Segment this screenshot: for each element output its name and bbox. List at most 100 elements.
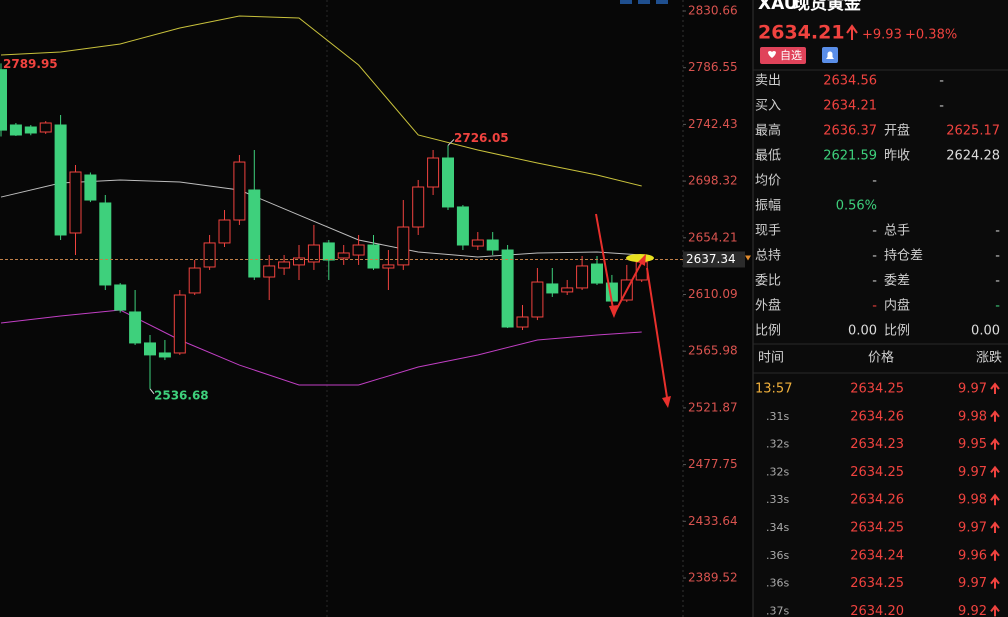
field-label: 昨收 bbox=[884, 149, 910, 164]
field-label: 比例 bbox=[755, 324, 781, 339]
high-label: 2789.95 bbox=[3, 57, 58, 71]
up-arrow bbox=[990, 604, 1000, 617]
tick-price: 2634.25 bbox=[850, 382, 904, 397]
band-line bbox=[0, 179, 642, 258]
up-arrow bbox=[990, 437, 1000, 450]
label-leader bbox=[149, 388, 155, 395]
price: 2634.21 bbox=[758, 22, 845, 44]
candle-body bbox=[322, 242, 335, 261]
y-tick-label: 2477.75 bbox=[688, 457, 738, 471]
field-label: 总手 bbox=[884, 224, 910, 239]
field-label: 买入 bbox=[755, 99, 781, 114]
candle-body bbox=[412, 186, 425, 228]
up-arrow bbox=[990, 382, 1000, 394]
field-value: - bbox=[872, 299, 877, 314]
last-price-label: 2637.34 bbox=[686, 252, 736, 266]
up-arrow bbox=[990, 465, 1000, 478]
candle-body bbox=[486, 239, 499, 251]
field-label: 委比 bbox=[755, 274, 781, 289]
tool-icon[interactable] bbox=[656, 0, 668, 4]
y-tick-label: 2654.21 bbox=[688, 230, 738, 244]
symbol: XAU bbox=[758, 0, 798, 14]
tool-icon[interactable] bbox=[620, 0, 632, 4]
band-line bbox=[0, 15, 642, 187]
candle-body bbox=[307, 244, 320, 263]
candle-body bbox=[69, 171, 82, 234]
up-arrow bbox=[990, 576, 1000, 589]
up-arrow bbox=[990, 493, 1000, 506]
field-value: 2634.21 bbox=[823, 99, 877, 114]
y-tick-label: 2389.52 bbox=[688, 571, 738, 585]
tick-price: 2634.24 bbox=[850, 548, 904, 563]
candle-body bbox=[456, 206, 469, 246]
tick-change: 9.96 bbox=[958, 548, 987, 563]
y-tick-label: 2786.55 bbox=[688, 60, 738, 74]
candle-body bbox=[397, 226, 410, 266]
candle-body bbox=[158, 352, 171, 358]
tool-icon[interactable] bbox=[638, 0, 650, 4]
candle-body bbox=[233, 161, 246, 221]
last-price-box bbox=[683, 251, 745, 268]
field-value: - bbox=[872, 174, 877, 189]
candle-body bbox=[39, 122, 52, 133]
field-label: 比例 bbox=[884, 324, 910, 339]
candle-body bbox=[591, 263, 603, 284]
tick-change: 9.97 bbox=[958, 382, 987, 397]
watch-button[interactable] bbox=[760, 47, 806, 64]
field-value: - bbox=[995, 299, 1000, 314]
y-tick-label: 2830.66 bbox=[688, 4, 738, 18]
candle-body bbox=[442, 157, 454, 208]
last-price-marker bbox=[745, 255, 751, 261]
tick-price: 2634.26 bbox=[850, 409, 904, 424]
candle-body bbox=[129, 311, 142, 344]
field-label: 卖出 bbox=[755, 74, 781, 89]
candle-body bbox=[471, 239, 484, 247]
candle-body bbox=[531, 281, 544, 318]
tick-price: 2634.26 bbox=[850, 493, 904, 508]
highlight bbox=[626, 254, 654, 262]
field-value: 0.00 bbox=[848, 324, 877, 339]
tick-time: .32s bbox=[766, 465, 789, 478]
y-tick-label: 2521.87 bbox=[688, 400, 738, 414]
candle-body bbox=[84, 174, 97, 201]
candle-body bbox=[516, 316, 529, 328]
high-label: 2726.05 bbox=[454, 131, 509, 145]
candle-body bbox=[54, 124, 67, 236]
up-arrow bbox=[990, 521, 1000, 533]
candle-body bbox=[24, 126, 37, 134]
candle-body bbox=[144, 342, 156, 356]
candle-body bbox=[352, 244, 365, 256]
candle-body bbox=[501, 249, 514, 328]
field-label: 外盘 bbox=[755, 298, 781, 314]
candle-body bbox=[293, 257, 305, 266]
candle-body bbox=[114, 284, 127, 311]
field-label: 总持 bbox=[755, 249, 781, 264]
column-header: 时间 bbox=[758, 351, 784, 366]
field-value: 2621.59 bbox=[823, 149, 877, 164]
field-label: 最高 bbox=[755, 123, 781, 139]
candle-body bbox=[248, 189, 261, 278]
tick-time: .34s bbox=[766, 521, 789, 534]
tick-time: .33s bbox=[766, 493, 789, 506]
field-label: 最低 bbox=[755, 149, 781, 164]
field-value: - bbox=[939, 99, 944, 114]
column-header: 价格 bbox=[868, 350, 894, 366]
tick-price: 2634.25 bbox=[850, 521, 904, 536]
up-arrow bbox=[846, 24, 858, 40]
watch-label[interactable]: 自选 bbox=[780, 49, 802, 62]
y-tick-label: 2698.32 bbox=[688, 174, 738, 188]
band-line bbox=[0, 309, 642, 386]
field-value: - bbox=[872, 249, 877, 264]
field-value: 2636.37 bbox=[823, 124, 877, 139]
label-leader bbox=[447, 139, 455, 146]
candle-body bbox=[546, 283, 559, 294]
candle-body bbox=[99, 202, 112, 286]
candle-body bbox=[0, 69, 7, 131]
field-value: 0.56% bbox=[836, 199, 877, 214]
tick-price: 2634.25 bbox=[850, 465, 904, 480]
field-value: - bbox=[872, 274, 877, 289]
up-arrow bbox=[990, 410, 1000, 422]
field-value: - bbox=[939, 74, 944, 89]
tick-change: 9.95 bbox=[958, 437, 987, 452]
